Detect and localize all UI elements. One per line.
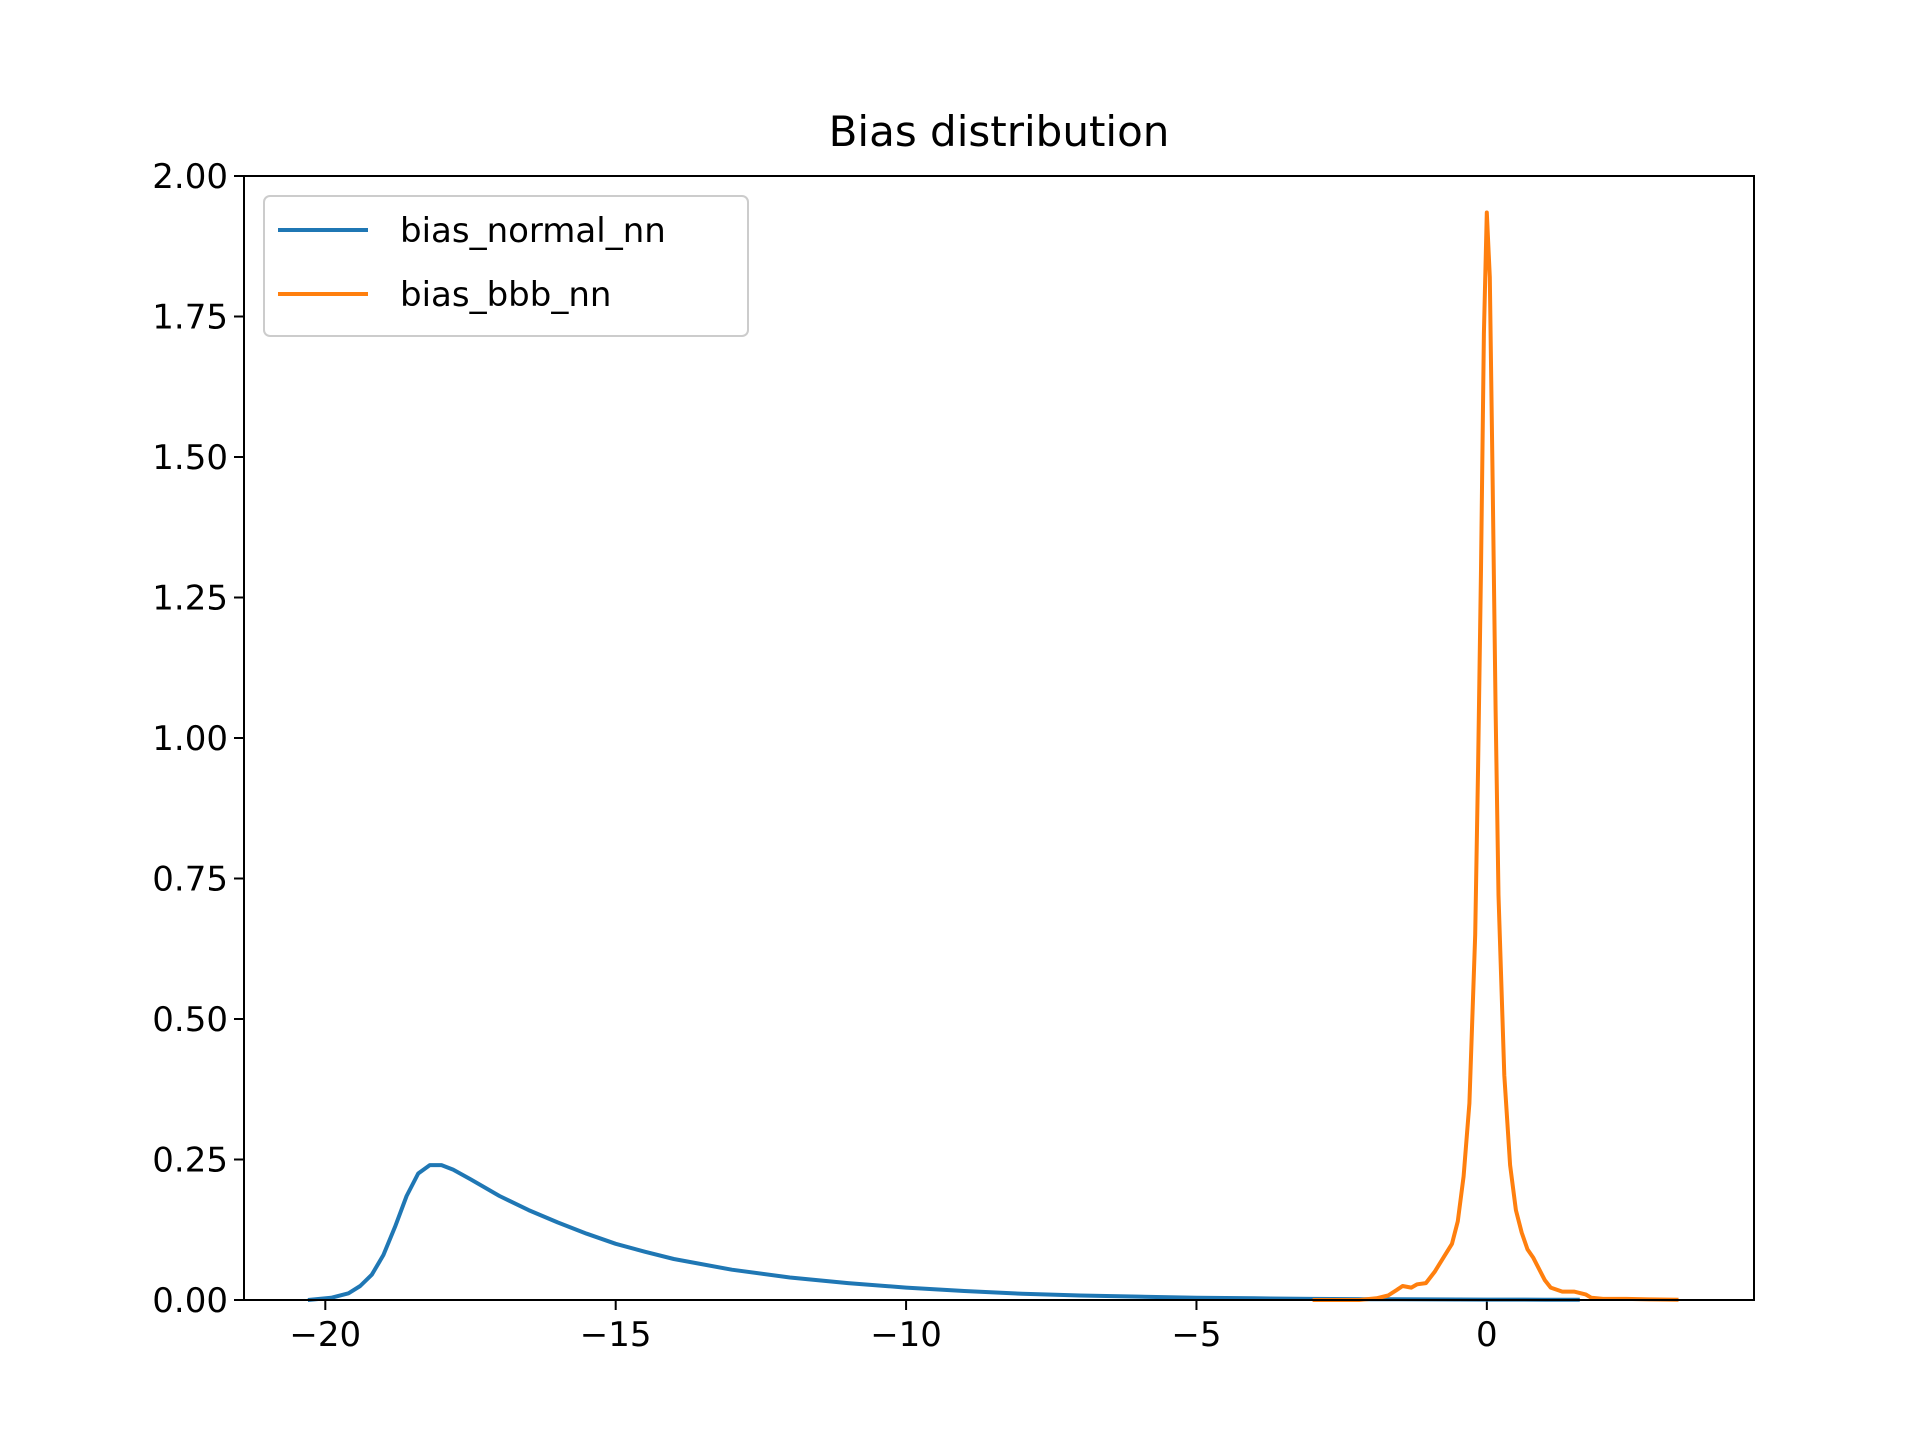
y-tick-label: 2.00 (152, 157, 228, 197)
legend-label: bias_normal_nn (400, 211, 666, 251)
x-tick-label: −5 (1171, 1315, 1221, 1355)
x-tick-label: −20 (289, 1315, 361, 1355)
x-tick-label: 0 (1476, 1315, 1498, 1355)
y-tick-label: 1.25 (152, 579, 228, 619)
chart-title: Bias distribution (829, 107, 1170, 156)
x-tick-label: −15 (580, 1315, 652, 1355)
series-line-bias_normal_nn (307, 1163, 1580, 1302)
y-tick-label: 0.50 (152, 1000, 228, 1040)
y-tick-label: 1.50 (152, 438, 228, 478)
plot-frame (243, 175, 1755, 1301)
ticks-layer: −20 −15 −10 −5 0 0.00 0.25 0.50 0.75 1.00 1.25 1.50… (152, 157, 1497, 1355)
y-tick-label: 0.25 (152, 1141, 228, 1181)
y-tick-label: 0.75 (152, 860, 228, 900)
legend-label: bias_bbb_nn (400, 275, 611, 315)
legend-frame (263, 195, 749, 337)
plot-layer (307, 210, 1679, 1302)
x-tick-label: −10 (870, 1315, 942, 1355)
y-tick-label: 0.00 (152, 1281, 228, 1321)
y-tick-label: 1.00 (152, 719, 228, 759)
y-tick-label: 1.75 (152, 298, 228, 338)
series-line-bias_bbb_nn (1312, 210, 1679, 1302)
legend: bias_normal_nn bias_bbb_nn (263, 195, 749, 337)
